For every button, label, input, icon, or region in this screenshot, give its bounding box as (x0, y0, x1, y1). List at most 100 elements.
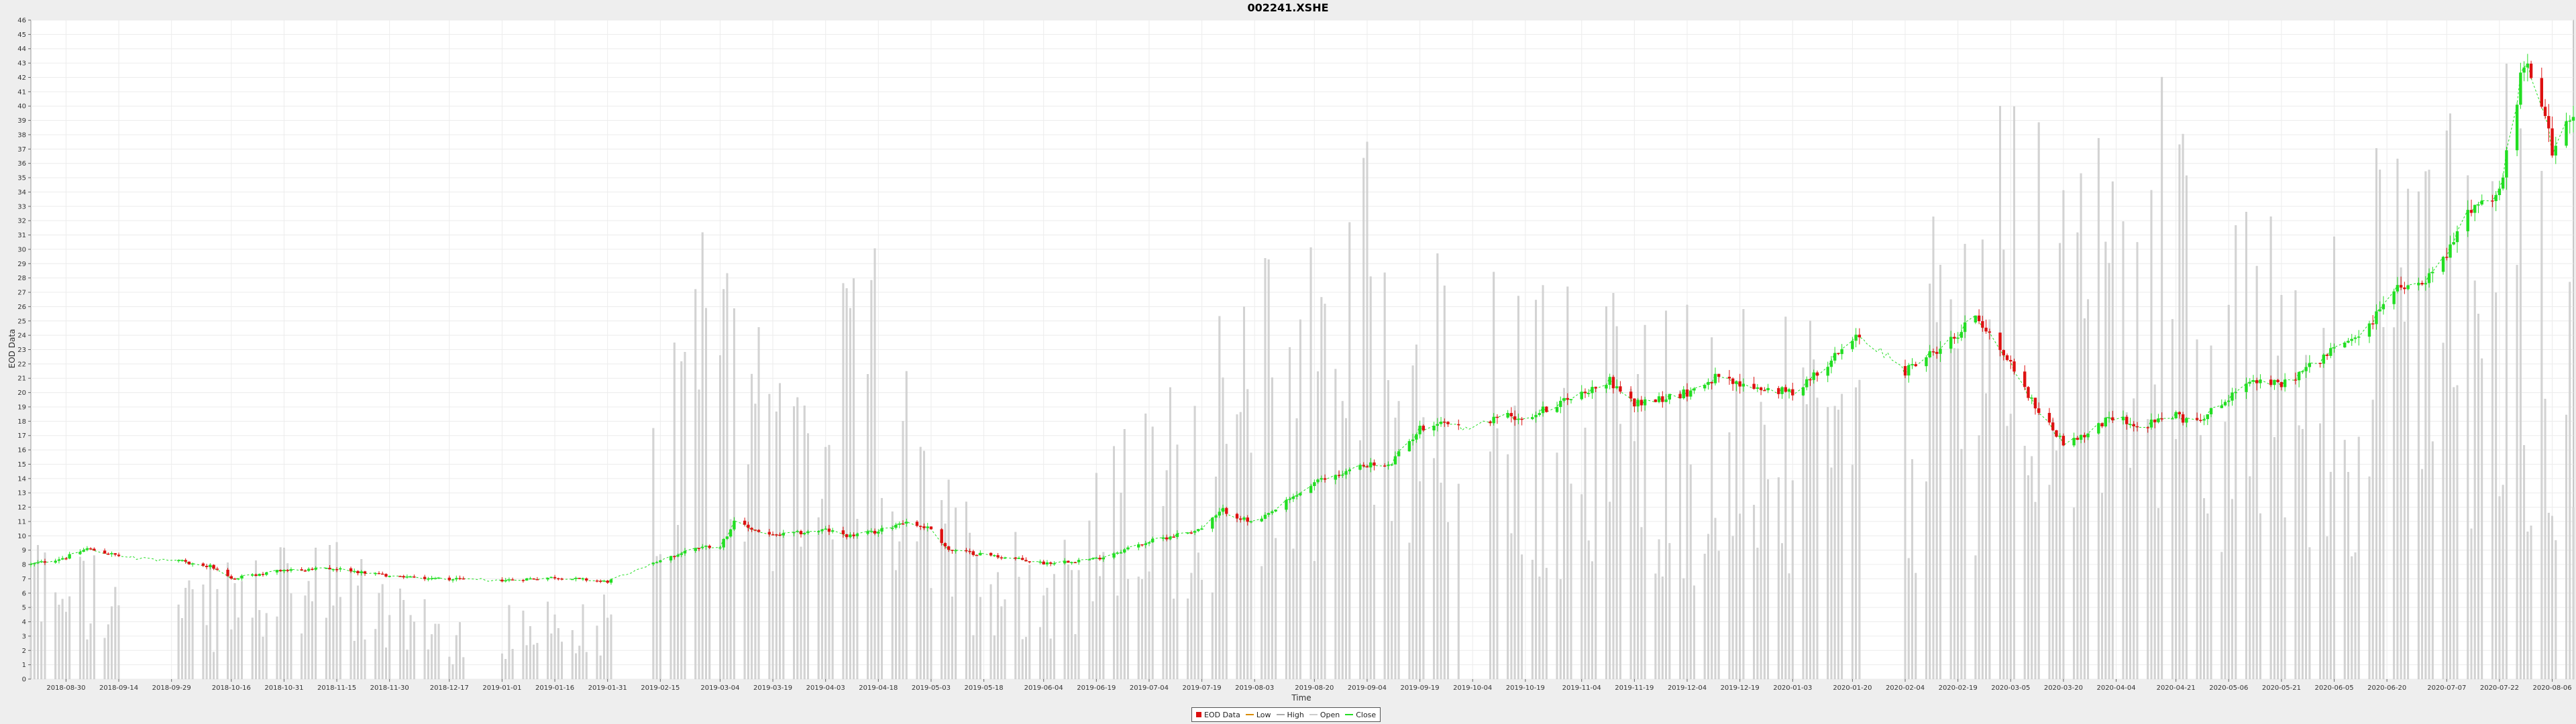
candle-body (1735, 381, 1738, 384)
volume-bar (451, 664, 454, 680)
candle-body (1541, 406, 1545, 414)
candle-body (1042, 561, 1045, 564)
volume-bar (2530, 526, 2532, 680)
volume-bar (2157, 507, 2159, 680)
volume-bar (930, 588, 932, 680)
y-tick-label: 18 (17, 418, 26, 426)
volume-bar (1215, 477, 1218, 680)
volume-bar (771, 571, 774, 680)
candle-body (2234, 391, 2237, 394)
candle-body (1960, 332, 1964, 338)
volume-bar (1978, 435, 1980, 680)
volume-bar (2153, 384, 2156, 680)
volume-bar (1197, 552, 1199, 680)
volume-bar (698, 389, 700, 680)
candle-body (1193, 531, 1197, 533)
candle-body (1914, 364, 1917, 367)
volume-bar (680, 361, 683, 680)
candle-body (289, 569, 293, 571)
candle-body (413, 577, 416, 578)
candle-body (951, 550, 954, 551)
candle-body (1509, 413, 1513, 417)
volume-bar (729, 519, 732, 680)
candle-body (1274, 509, 1277, 511)
candle-body (1633, 398, 1636, 407)
volume-bar (2519, 128, 2522, 680)
x-tick-label: 2020-04-21 (2157, 684, 2196, 692)
volume-bar (230, 629, 233, 680)
candle-body (2171, 418, 2174, 420)
candle-body (571, 579, 574, 581)
volume-bar (1686, 304, 1688, 680)
candle-body (1288, 499, 1291, 500)
volume-bar (1953, 348, 1955, 680)
volume-bar (1489, 451, 1491, 680)
candle-body (1636, 400, 1640, 407)
volume-bar (718, 355, 721, 680)
volume-bar (2329, 471, 2332, 680)
candle-body (447, 577, 451, 581)
candle-body (2104, 417, 2108, 426)
volume-bar (2171, 318, 2174, 680)
candle-body (2259, 379, 2262, 383)
candle-body (1977, 315, 1981, 322)
volume-bar (1742, 309, 1745, 680)
volume-bar (1538, 577, 1541, 680)
volume-bar (1763, 424, 1766, 680)
volume-bar (533, 644, 535, 680)
candle-body (2083, 434, 2086, 438)
volume-bar (1359, 440, 1361, 680)
candle-body (820, 529, 824, 532)
candle-body (1239, 518, 1242, 520)
x-tick-label: 2020-05-21 (2262, 684, 2301, 692)
x-tick-label: 2019-01-31 (588, 684, 627, 692)
volume-bar (1739, 514, 1741, 680)
legend-item-close: Close (1345, 711, 1376, 719)
candle-body (1323, 478, 1327, 480)
volume-bar (1074, 634, 1077, 680)
volume-bar (2210, 345, 2212, 680)
legend-item-low: Low (1245, 711, 1271, 719)
candle-body (1812, 372, 1815, 380)
y-tick-label: 16 (17, 447, 26, 455)
volume-bar (1925, 481, 1927, 680)
candle-body (1407, 441, 1411, 452)
candle-body (1038, 561, 1042, 563)
candle-body (2030, 398, 2033, 399)
volume-bar (898, 541, 901, 680)
volume-bar (64, 611, 67, 680)
volume-bar (2343, 440, 2346, 680)
candle-body (704, 546, 708, 547)
candle-body (1766, 387, 1770, 391)
candle-body (1028, 561, 1031, 562)
candle-body (335, 569, 339, 570)
candle-body (1316, 479, 1320, 483)
candle-body (954, 550, 957, 552)
candle-body (2248, 381, 2251, 384)
volume-bar (2136, 242, 2139, 680)
candle-body (2220, 405, 2223, 408)
volume-bar (1960, 448, 1963, 680)
volume-bar (2396, 158, 2399, 680)
volume-bar (2122, 221, 2125, 680)
candle-body (1703, 385, 1707, 389)
x-tick-label: 2018-10-31 (264, 684, 303, 692)
volume-bar (1173, 598, 1175, 680)
volume-bar (384, 647, 387, 680)
candle-body (1657, 396, 1661, 402)
y-tick-label: 9 (22, 547, 26, 554)
candle-body (275, 570, 279, 572)
candle-body (2111, 417, 2114, 420)
candle-body (1358, 465, 1362, 470)
x-tick-label: 2019-12-04 (1668, 684, 1707, 692)
volume-bar (107, 624, 109, 680)
candle-body (1611, 377, 1615, 389)
candle-body (311, 568, 314, 570)
candle-body (943, 543, 947, 547)
x-tick-label: 2020-07-07 (2427, 684, 2466, 692)
candle-body (2209, 408, 2213, 414)
candle-body (965, 550, 968, 552)
candle-body (1390, 464, 1393, 466)
x-tick-label: 2019-04-03 (806, 684, 845, 692)
candle-body (771, 534, 775, 536)
